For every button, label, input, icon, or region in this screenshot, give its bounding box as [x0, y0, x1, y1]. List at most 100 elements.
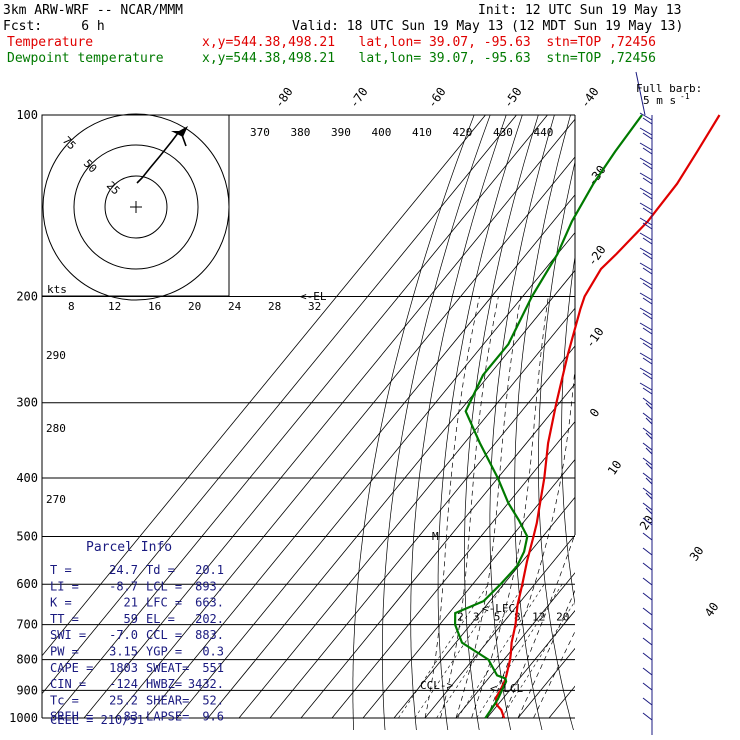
theta-label: 380: [291, 126, 311, 139]
wind-barb: [642, 327, 653, 335]
temperature-station-info: x,y=544.38,498.21 lat,lon= 39.07, -95.63…: [202, 35, 656, 50]
isotherm-label: 20: [637, 513, 657, 533]
theta-label: 390: [331, 126, 351, 139]
wind-barb: [642, 222, 653, 230]
parcel-value: 3432.: [188, 677, 224, 691]
wind-barb: [639, 157, 653, 166]
hodograph-tick-label: 32: [308, 300, 321, 313]
hodograph-units-label: kts: [47, 283, 67, 296]
wind-barb: [645, 402, 653, 410]
parcel-label: LAPSE=: [146, 710, 189, 724]
parcel-label: K =: [50, 596, 72, 610]
hodograph-ring: [73, 144, 199, 270]
isotherm-label: -70: [347, 85, 371, 111]
mixing-ratio-line: [414, 584, 505, 719]
wind-legend-value: 5 m s: [643, 94, 676, 107]
lcl-marker: <-LCL: [490, 682, 523, 695]
pressure-tick-label: 900: [16, 683, 38, 697]
wind-barbs: [635, 71, 653, 735]
wind-barb: [642, 457, 653, 466]
wind-barb: [642, 372, 653, 380]
hodograph-tick-label: 12: [108, 300, 121, 313]
parcel-label: SHEAR=: [146, 693, 189, 707]
isotherm-line: [42, 115, 486, 657]
pressure-tick-label: 1000: [9, 711, 38, 725]
hodograph-tick-label: 20: [188, 300, 201, 313]
parcel-value: 893.: [195, 579, 224, 593]
pressure-tick-label: 800: [16, 653, 38, 667]
wind-barb: [642, 682, 653, 691]
mixing-ratio-line: [476, 584, 563, 719]
wind-barb: [642, 312, 653, 320]
dry-adiabat: [464, 115, 539, 730]
parcel-cell: CELL = 210/51: [50, 713, 144, 727]
theta-label: 410: [412, 126, 432, 139]
wind-barb: [645, 477, 653, 485]
parcel-m-marker: M: [432, 530, 439, 543]
wind-barb: [642, 697, 653, 706]
wind-barb: [645, 432, 653, 440]
wind-barb: [642, 547, 653, 556]
isotherm-label: -10: [583, 325, 607, 351]
theta-label: 440: [534, 126, 554, 139]
wind-barb: [639, 307, 653, 316]
moist-adiabat: [486, 365, 575, 719]
isotherm-line: [207, 269, 575, 719]
wind-barb: [642, 297, 653, 305]
parcel-label: Td =: [146, 563, 175, 577]
wind-barb: [639, 202, 653, 211]
dry-adiabat: [514, 115, 571, 730]
parcel-label: LFC =: [146, 596, 182, 610]
temperature-label: Temperature: [7, 35, 93, 50]
wind-barb: [639, 337, 653, 346]
isotherm-line: [486, 610, 575, 719]
parcel-info-panel: Parcel Info T = 24.7 Td = 20.1 LI = -8.7 LCL =…: [50, 540, 224, 727]
isotherm-line: [238, 307, 575, 719]
wind-barb: [639, 322, 653, 331]
wind-barb: [639, 292, 653, 301]
parcel-label: SWI =: [50, 628, 86, 642]
dry-adiabat: [687, 115, 740, 731]
hodograph-tick-label: 28: [268, 300, 281, 313]
wind-barb: [635, 71, 646, 116]
isotherm-label: -50: [501, 85, 525, 111]
wind-barb: [642, 517, 653, 526]
parcel-label: SWEAT=: [146, 661, 189, 675]
theta-label: 430: [493, 126, 513, 139]
dry-adiabat: [538, 160, 575, 730]
wind-barb: [642, 267, 653, 275]
theta-label: 290: [46, 349, 66, 362]
isotherm-label: 10: [605, 458, 625, 478]
isotherm-line: [145, 194, 575, 719]
parcel-value: -7.0: [109, 628, 138, 642]
isotherm-label: 40: [702, 600, 722, 620]
wind-barb: [639, 232, 653, 241]
wind-barb: [639, 112, 653, 121]
parcel-value: -124: [109, 677, 138, 691]
wind-barb: [639, 172, 653, 181]
theta-label: 270: [46, 493, 66, 506]
parcel-value: 1803: [109, 661, 138, 675]
wind-barb: [642, 562, 653, 571]
wind-barb: [639, 142, 653, 151]
parcel-value: -8.7: [109, 579, 138, 593]
wind-barb: [642, 592, 653, 601]
dry-adiabat: [648, 115, 731, 731]
wind-barb: [639, 352, 653, 361]
dry-adiabat: [668, 115, 740, 731]
wind-barb: [645, 492, 653, 500]
lfc-marker: <-LFC: [482, 602, 515, 615]
isotherm-label: 0: [587, 406, 603, 420]
wind-barb: [645, 417, 653, 425]
wind-barb: [642, 487, 653, 496]
parcel-label: Tc =: [50, 693, 79, 707]
wind-barb: [642, 357, 653, 365]
dewpoint-label: Dewpoint temperature: [7, 51, 164, 66]
parcel-label: T =: [50, 563, 72, 577]
isotherm-label: -60: [425, 85, 449, 111]
mixing-ratio-label: 2: [457, 611, 464, 624]
theta-label: 370: [250, 126, 270, 139]
wind-barb: [645, 507, 653, 515]
wind-barb: [639, 262, 653, 271]
